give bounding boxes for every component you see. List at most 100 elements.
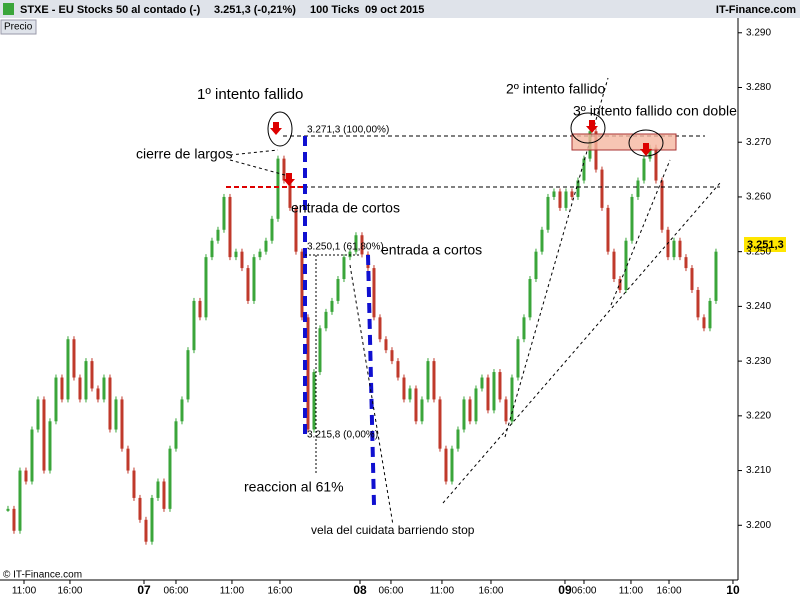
candle [66, 339, 70, 400]
header-interval: 100 Ticks [310, 4, 359, 16]
header-icon [3, 3, 14, 15]
candle [564, 191, 568, 208]
y-tick-label: 3.220 [746, 410, 771, 421]
candle [498, 372, 502, 400]
x-tick-label: 11:00 [220, 586, 245, 597]
pointer [229, 149, 279, 156]
header-brand: IT-Finance.com [716, 4, 796, 16]
candle [474, 388, 478, 422]
candle [390, 350, 394, 362]
x-tick-label: 11:00 [430, 586, 455, 597]
candle [648, 147, 652, 159]
candle [324, 311, 328, 329]
candle [270, 218, 274, 241]
x-tick-label: 08 [353, 583, 367, 597]
candle [42, 399, 46, 471]
candle [258, 251, 262, 258]
candle [138, 497, 142, 520]
candle [48, 421, 52, 471]
candle [618, 279, 622, 290]
candle [354, 235, 358, 252]
candle [348, 251, 352, 258]
candle [276, 158, 280, 219]
highlight [570, 112, 606, 144]
candle [108, 377, 112, 430]
candle [642, 158, 646, 181]
candle [384, 339, 388, 351]
candle [678, 240, 682, 258]
candle [696, 289, 700, 318]
candle [414, 388, 418, 422]
y-tick-label: 3.200 [746, 520, 771, 531]
candle [612, 251, 616, 280]
candle [246, 268, 250, 301]
header-date: 09 oct 2015 [365, 4, 424, 16]
fib-label: 3.215,8 (0,00%) [307, 430, 378, 441]
candle [102, 377, 106, 400]
candle [252, 257, 256, 301]
y-tick-label: 3.210 [746, 465, 771, 476]
candle [144, 519, 148, 542]
candle [342, 257, 346, 280]
x-tick-label: 06:00 [378, 586, 403, 597]
candle [72, 339, 76, 378]
candle [636, 180, 640, 197]
candle [450, 448, 454, 482]
candle [396, 361, 400, 378]
candle [36, 399, 40, 430]
fib-label: 3.271,3 (100,00%) [307, 125, 389, 136]
candle [234, 251, 238, 258]
candle [552, 191, 556, 197]
candle [576, 180, 580, 197]
candle [480, 377, 484, 389]
x-tick-label: 16:00 [478, 586, 503, 597]
candle [426, 361, 430, 400]
y-tick-label: 3.260 [746, 192, 771, 203]
candle [318, 328, 322, 373]
x-tick-label: 06:00 [571, 586, 596, 597]
candle [654, 147, 658, 181]
retrace-range [366, 254, 376, 506]
candle [312, 372, 316, 430]
candle [546, 196, 550, 230]
watermark: © IT-Finance.com [3, 570, 82, 581]
candle [606, 207, 610, 252]
header-quote: 3.251,3 (-0,21%) [214, 4, 296, 16]
candle [708, 300, 712, 329]
candle [330, 300, 334, 312]
annotation: 2º intento fallido [506, 81, 606, 97]
candle [198, 300, 202, 318]
candle [192, 300, 196, 351]
candle [24, 470, 28, 482]
candle [420, 399, 424, 422]
candle [486, 377, 490, 411]
candle [672, 240, 676, 258]
header-title: STXE - EU Stocks 50 al contado (-) [20, 4, 201, 16]
candle [162, 481, 166, 509]
candle [444, 448, 448, 482]
candle [294, 207, 298, 252]
y-tick-label: 3.270 [746, 137, 771, 148]
candle [402, 377, 406, 400]
candle [222, 196, 226, 230]
trend-line [610, 159, 671, 306]
candle [468, 399, 472, 422]
y-tick-label: 3.250 [746, 246, 771, 257]
fib-label: 3.250,1 (61,80%) [307, 242, 384, 253]
candle [12, 508, 16, 531]
y-tick-label: 3.230 [746, 356, 771, 367]
candle [156, 481, 160, 498]
candle [456, 429, 460, 449]
candle [240, 251, 244, 269]
annotation: cierre de largos [136, 146, 233, 162]
candle [204, 257, 208, 318]
y-tick-label: 3.280 [746, 82, 771, 93]
candle [522, 317, 526, 340]
annotation: 3º intento fallido con doble [573, 103, 737, 119]
candle [360, 235, 364, 255]
candle [570, 191, 574, 197]
candle [84, 361, 88, 400]
candle [168, 448, 172, 509]
candle [114, 399, 118, 430]
